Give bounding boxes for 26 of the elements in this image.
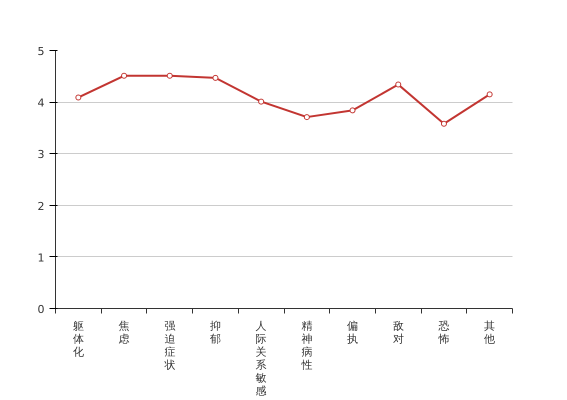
point xyxy=(75,94,82,100)
point xyxy=(395,82,402,88)
y-tick-label: 3 xyxy=(38,148,44,162)
x-tick-label: 人际关系敏感 xyxy=(256,320,267,398)
x-tick-label: 精神病性 xyxy=(300,320,312,372)
x-tick-label: 抑郁 xyxy=(210,320,221,346)
point xyxy=(121,72,128,79)
y-tick-label: 2 xyxy=(38,200,44,213)
y-tick-label: 0 xyxy=(38,303,44,316)
point xyxy=(258,98,264,105)
x-tick-label: 其他 xyxy=(484,320,496,346)
y-tick-label: 5 xyxy=(38,45,44,58)
point xyxy=(440,120,447,127)
x-tick-label: 躯体化 xyxy=(72,320,84,358)
y-tick-label: 4 xyxy=(38,96,44,110)
point xyxy=(304,114,310,120)
y-tick-label: 1 xyxy=(38,251,44,264)
x-tick-label: 强迫症状 xyxy=(163,320,176,372)
point xyxy=(212,74,218,81)
point xyxy=(486,91,493,98)
point xyxy=(350,107,356,114)
x-tick-label: 偏执 xyxy=(347,320,358,346)
point xyxy=(166,72,173,79)
x-tick-label: 恐怖 xyxy=(437,320,450,346)
x-tick-label: 焦虑 xyxy=(118,320,130,346)
x-tick-label: 敌对 xyxy=(392,320,404,346)
